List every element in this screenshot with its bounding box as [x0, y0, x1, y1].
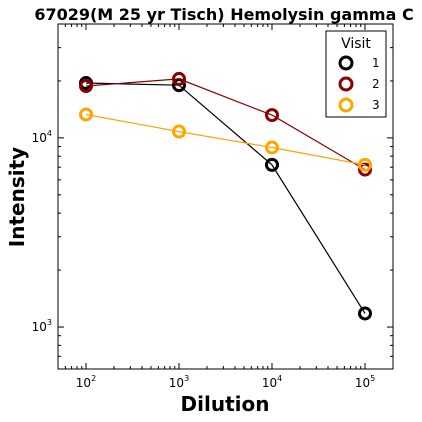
legend: Visit 1 2 3: [325, 30, 387, 118]
data-point: [265, 157, 280, 172]
series-layer: [78, 71, 373, 321]
y-tick-label: 104: [32, 129, 52, 145]
legend-label: 3: [372, 98, 380, 112]
data-point: [358, 306, 373, 321]
legend-marker: [338, 55, 354, 71]
x-axis-label: Dilution: [181, 392, 270, 416]
y-axis-label: Intensity: [5, 147, 29, 247]
chart-title: 67029(M 25 yr Tisch) Hemolysin gamma C: [34, 5, 413, 24]
legend-title: Visit: [341, 36, 371, 52]
x-tick-label: 105: [355, 374, 375, 390]
data-point: [171, 78, 186, 93]
data-point: [171, 124, 186, 139]
data-point: [265, 140, 280, 155]
data-point: [78, 107, 93, 122]
series-line: [85, 113, 366, 166]
legend-label: 1: [372, 56, 380, 70]
data-point: [358, 162, 373, 177]
series-line: [85, 82, 366, 314]
x-tick-label: 102: [76, 374, 96, 390]
axis-ticks: 102 103 104 105 103 104: [32, 23, 394, 390]
legend-entries: 1 2 3: [338, 55, 380, 113]
legend-label: 2: [372, 77, 380, 91]
x-tick-label: 103: [169, 374, 189, 390]
series-3: [78, 107, 373, 172]
y-tick-label: 103: [32, 318, 52, 334]
x-tick-label: 104: [262, 374, 282, 390]
series-line: [85, 78, 366, 171]
legend-marker: [338, 76, 354, 92]
data-point: [78, 79, 93, 94]
legend-marker: [338, 97, 354, 113]
legend-box: [325, 30, 387, 118]
series-2: [78, 71, 373, 177]
data-point: [265, 108, 280, 123]
data-point: [358, 157, 373, 172]
data-point: [171, 71, 186, 86]
